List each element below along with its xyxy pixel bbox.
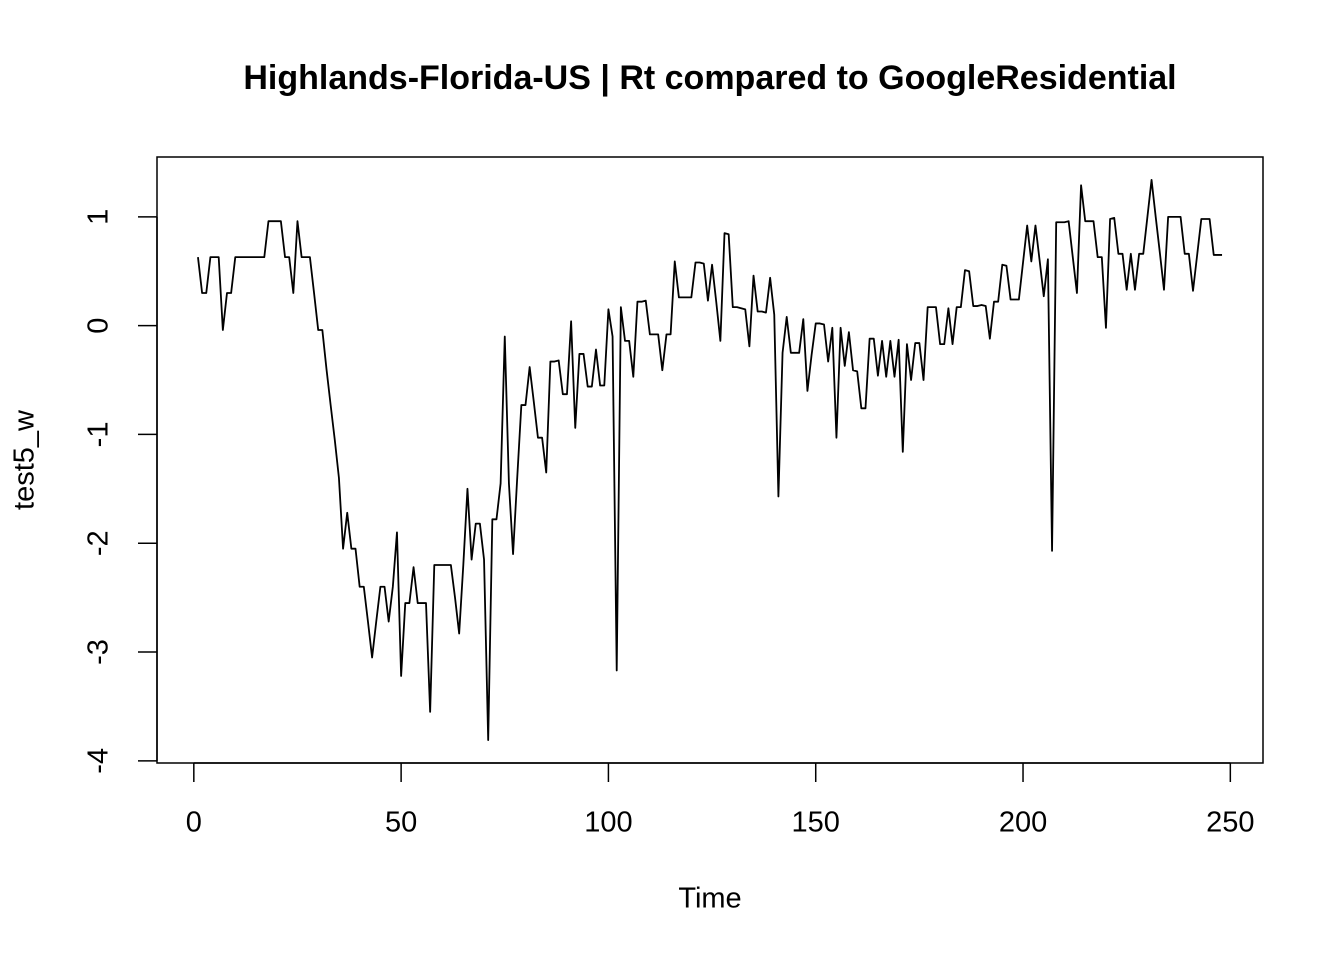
- y-axis-label: test5_w: [9, 409, 41, 510]
- y-tick-label: -4: [83, 748, 115, 774]
- x-tick-label: 200: [999, 807, 1047, 839]
- x-tick-label: 150: [792, 807, 840, 839]
- x-tick-label: 100: [584, 807, 632, 839]
- y-tick-label: 0: [83, 318, 115, 334]
- x-axis-label: Time: [678, 883, 741, 915]
- data-line: [197, 178, 1223, 742]
- y-tick-label: -1: [83, 422, 115, 448]
- y-tick-label: -3: [83, 639, 115, 665]
- x-tick-label: 250: [1206, 807, 1254, 839]
- y-tick-label: -2: [83, 530, 115, 556]
- x-tick-label: 50: [385, 807, 417, 839]
- y-tick-label: 1: [83, 209, 115, 225]
- chart-title: Highlands-Florida-US | Rt compared to Go…: [243, 59, 1176, 97]
- x-tick-label: 0: [186, 807, 202, 839]
